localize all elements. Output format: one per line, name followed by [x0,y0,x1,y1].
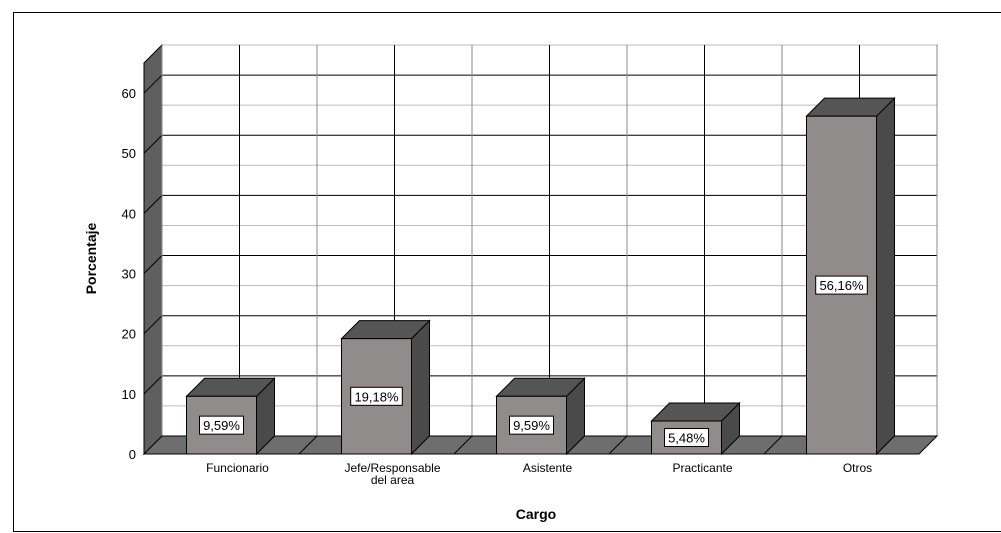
category-label: Practicante [672,461,732,475]
wall-tick [143,134,163,154]
data-label-box [199,415,244,435]
data-label-box [509,415,554,435]
wall-tick [143,315,163,335]
floor-divider [763,435,783,455]
wall-tick [143,74,163,94]
category-label: Asistente [523,461,573,475]
left-wall [143,43,163,456]
floor-divider [453,435,473,455]
data-label-box [350,386,403,406]
data-label: 5,48% [668,431,705,446]
category-label: Otros [843,461,872,475]
category-label: del area [371,473,415,487]
data-label-box [664,428,709,448]
y-tick-label: 20 [122,327,136,342]
data-label: 9,59% [513,418,550,433]
y-tick-label: 10 [122,387,136,402]
floor-divider [298,435,318,455]
floor-divider [608,435,628,455]
y-tick-label: 0 [129,447,136,462]
wall-tick [143,255,163,274]
wall-tick [143,375,163,395]
data-label: 9,59% [203,418,240,433]
wall-tick [143,195,163,214]
y-tick-label: 60 [122,86,136,101]
y-tick-label: 50 [122,146,136,161]
bar-chart: 0 10 20 30 40 50 60 Porcentaje 9,59% Funcionario 1… [83,43,939,522]
y-axis-title: Porcentaje [83,222,99,294]
y-tick-label: 40 [122,206,136,221]
category-label: Jefe/Responsable [344,461,440,475]
y-tick-label: 30 [122,267,136,282]
bar-side [876,96,895,456]
category-label: Funcionario [206,461,269,475]
data-label: 19,18% [354,389,399,404]
data-label: 56,16% [819,278,864,293]
chart-frame: 0 10 20 30 40 50 60 Porcentaje 9,59% Funcionario 1… [13,12,1001,532]
bar-side [411,319,430,456]
data-label-box [815,275,868,295]
x-axis-title: Cargo [516,506,556,522]
